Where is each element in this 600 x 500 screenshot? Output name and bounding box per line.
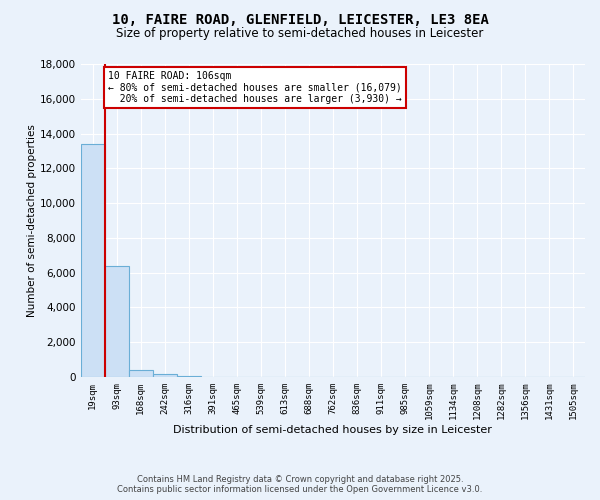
Text: Contains HM Land Registry data © Crown copyright and database right 2025.
Contai: Contains HM Land Registry data © Crown c… — [118, 474, 482, 494]
X-axis label: Distribution of semi-detached houses by size in Leicester: Distribution of semi-detached houses by … — [173, 425, 493, 435]
Bar — [177, 376, 201, 377]
Bar — [105, 266, 129, 377]
Bar — [81, 144, 105, 377]
Bar — [153, 374, 177, 377]
Y-axis label: Number of semi-detached properties: Number of semi-detached properties — [27, 124, 37, 317]
Bar — [129, 370, 153, 377]
Text: Size of property relative to semi-detached houses in Leicester: Size of property relative to semi-detach… — [116, 28, 484, 40]
Text: 10, FAIRE ROAD, GLENFIELD, LEICESTER, LE3 8EA: 10, FAIRE ROAD, GLENFIELD, LEICESTER, LE… — [112, 12, 488, 26]
Text: 10 FAIRE ROAD: 106sqm
← 80% of semi-detached houses are smaller (16,079)
  20% o: 10 FAIRE ROAD: 106sqm ← 80% of semi-deta… — [109, 71, 402, 104]
